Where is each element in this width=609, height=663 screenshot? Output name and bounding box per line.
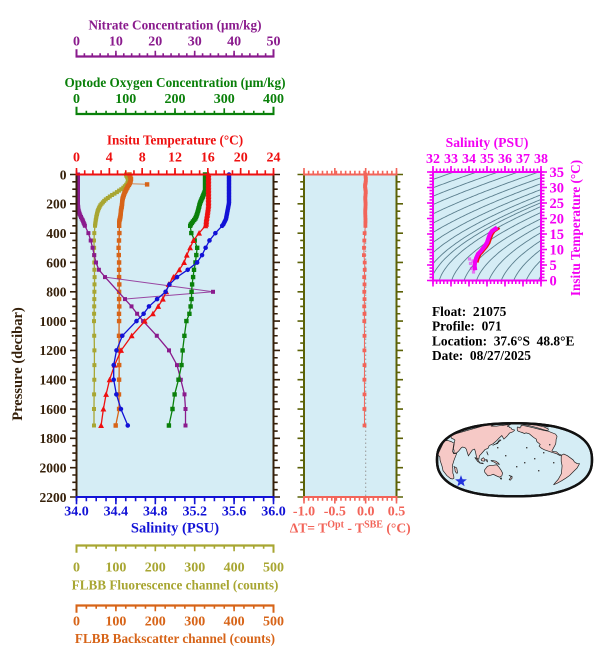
svg-text:10: 10 [550, 243, 565, 259]
svg-text:400: 400 [263, 92, 284, 107]
svg-text:0: 0 [73, 561, 80, 576]
svg-text:400: 400 [46, 226, 67, 241]
svg-text:35.6: 35.6 [222, 505, 247, 520]
svg-text:800: 800 [46, 285, 67, 300]
svg-text:34: 34 [462, 152, 476, 167]
svg-text:400: 400 [224, 615, 245, 630]
svg-text:33: 33 [444, 152, 458, 167]
svg-text:300: 300 [184, 561, 205, 576]
svg-text:-1.0: -1.0 [293, 505, 315, 520]
svg-text:300: 300 [184, 615, 205, 630]
svg-text:FLBB Backscatter channel (coun: FLBB Backscatter channel (counts) [75, 631, 275, 646]
svg-text:1200: 1200 [40, 343, 67, 358]
svg-text:20: 20 [234, 151, 248, 166]
svg-text:32: 32 [426, 152, 440, 167]
svg-text:36.0: 36.0 [261, 505, 286, 520]
svg-text:8: 8 [139, 151, 146, 166]
svg-text:500: 500 [263, 561, 284, 576]
svg-text:Nitrate Concentration (μm/kg): Nitrate Concentration (μm/kg) [88, 18, 261, 33]
svg-text:ΔT= TOpt - TSBE (°C): ΔT= TOpt - TSBE (°C) [290, 520, 411, 537]
svg-text:Insitu Temperature (°C): Insitu Temperature (°C) [107, 133, 243, 148]
svg-text:200: 200 [145, 561, 166, 576]
svg-text:0: 0 [73, 615, 80, 630]
svg-text:FLBB Fluorescence channel (cou: FLBB Fluorescence channel (counts) [72, 578, 279, 593]
svg-text:4: 4 [106, 151, 113, 166]
svg-text:2000: 2000 [40, 461, 67, 476]
svg-text:100: 100 [115, 92, 136, 107]
svg-text:Date: 08/27/2025: Date: 08/27/2025 [432, 348, 531, 363]
svg-text:50: 50 [267, 35, 281, 50]
svg-text:200: 200 [145, 615, 166, 630]
svg-text:0: 0 [550, 274, 557, 290]
svg-text:30: 30 [550, 181, 565, 197]
svg-text:1800: 1800 [40, 431, 67, 446]
svg-text:38: 38 [534, 152, 548, 167]
svg-text:5: 5 [550, 258, 557, 274]
svg-text:200: 200 [165, 92, 186, 107]
svg-text:0: 0 [73, 35, 80, 50]
svg-text:Location: 37.6°S 48.8°E: Location: 37.6°S 48.8°E [432, 333, 574, 348]
svg-text:24: 24 [267, 151, 281, 166]
svg-text:0.0: 0.0 [357, 505, 375, 520]
svg-text:35.2: 35.2 [182, 505, 207, 520]
svg-text:20: 20 [148, 35, 162, 50]
svg-text:Insitu Temperature (°C): Insitu Temperature (°C) [568, 160, 583, 296]
svg-text:400: 400 [224, 561, 245, 576]
svg-text:1400: 1400 [40, 373, 67, 388]
svg-text:30: 30 [188, 35, 202, 50]
svg-text:34.4: 34.4 [104, 505, 129, 520]
svg-text:37: 37 [516, 152, 530, 167]
svg-text:34.0: 34.0 [64, 505, 89, 520]
svg-text:Pressure (decibar): Pressure (decibar) [10, 307, 26, 421]
svg-text:500: 500 [263, 615, 284, 630]
svg-text:0: 0 [73, 92, 80, 107]
svg-text:-0.5: -0.5 [324, 505, 346, 520]
svg-text:Float: 21075: Float: 21075 [432, 304, 507, 319]
svg-text:35: 35 [480, 152, 494, 167]
svg-text:10: 10 [109, 35, 123, 50]
svg-text:20: 20 [550, 212, 565, 228]
svg-text:36: 36 [498, 152, 512, 167]
svg-text:0.5: 0.5 [388, 505, 406, 520]
svg-text:1000: 1000 [40, 314, 67, 329]
svg-text:600: 600 [46, 255, 67, 270]
svg-text:40: 40 [227, 35, 241, 50]
svg-text:1600: 1600 [40, 402, 67, 417]
svg-text:100: 100 [105, 615, 126, 630]
svg-text:0: 0 [73, 151, 80, 166]
svg-text:2200: 2200 [40, 490, 67, 505]
svg-text:Salinity (PSU): Salinity (PSU) [446, 135, 529, 151]
svg-text:200: 200 [46, 197, 67, 212]
svg-text:25: 25 [550, 196, 565, 212]
svg-text:Profile: 071: Profile: 071 [432, 319, 502, 334]
svg-text:Optode Oxygen Concentration (μ: Optode Oxygen Concentration (μm/kg) [64, 75, 285, 90]
svg-text:300: 300 [214, 92, 235, 107]
svg-text:0: 0 [60, 167, 67, 182]
svg-text:Salinity (PSU): Salinity (PSU) [131, 521, 219, 537]
svg-text:12: 12 [168, 151, 182, 166]
svg-text:16: 16 [201, 151, 215, 166]
svg-text:35: 35 [550, 165, 565, 181]
svg-text:15: 15 [550, 227, 565, 243]
svg-text:100: 100 [105, 561, 126, 576]
svg-text:34.8: 34.8 [143, 505, 168, 520]
